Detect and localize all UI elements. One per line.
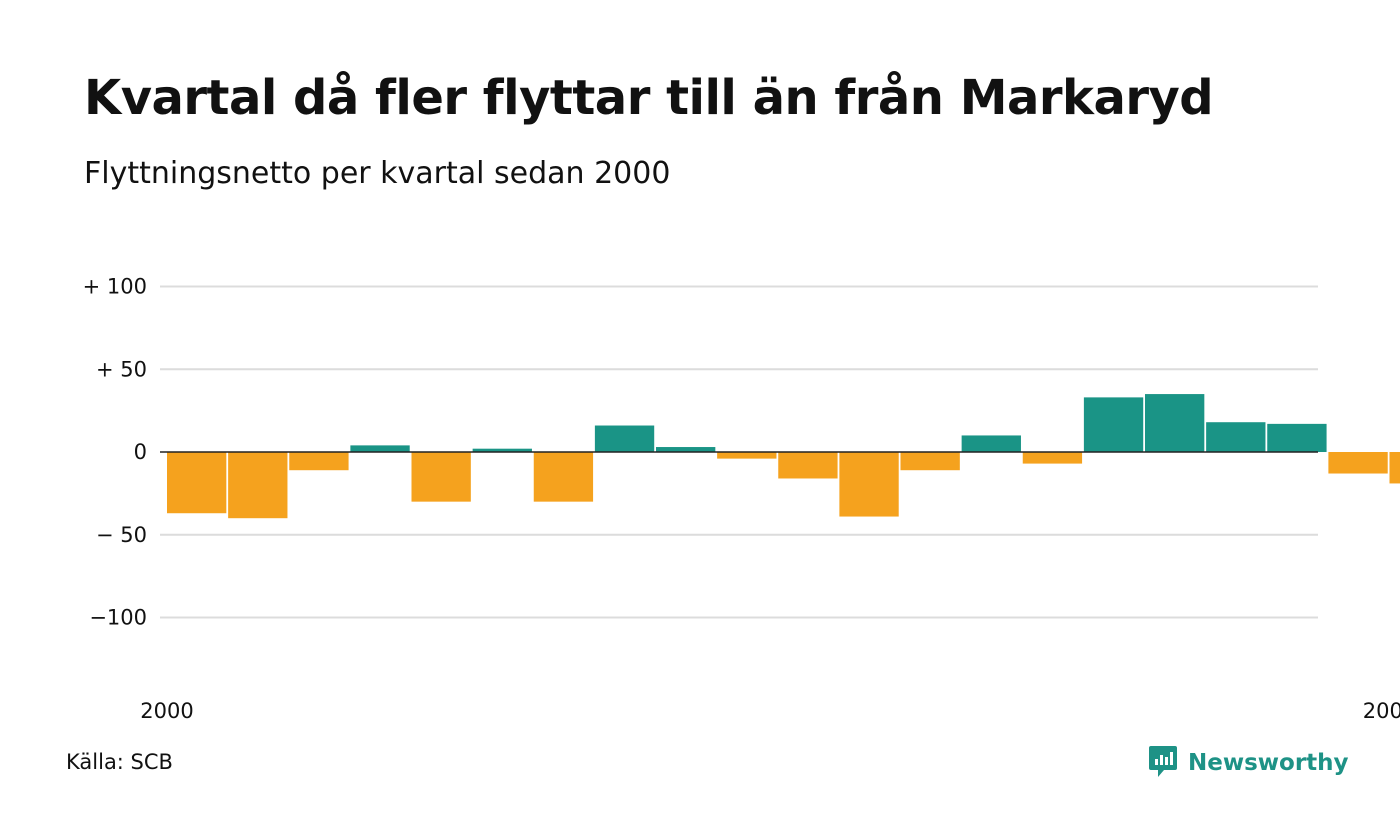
bar (411, 452, 471, 502)
bar (350, 445, 410, 452)
bar (1328, 452, 1388, 474)
source-note: Källa: SCB (66, 750, 173, 774)
bars (167, 394, 1400, 519)
bar (289, 452, 349, 471)
bar (717, 452, 777, 459)
bar (961, 435, 1021, 452)
brand-name: Newsworthy (1188, 750, 1349, 776)
bar (1083, 397, 1144, 452)
y-tick-label: + 50 (96, 357, 147, 381)
y-tick-label: − 50 (96, 523, 147, 547)
bar (228, 452, 288, 519)
bar (778, 452, 838, 479)
bar (533, 452, 594, 502)
x-tick-label: 2005 (1363, 699, 1400, 723)
bar (167, 452, 227, 514)
bar (1145, 394, 1205, 452)
bar (839, 452, 899, 517)
bar (656, 447, 716, 452)
x-tick-label: 2000 (140, 699, 193, 723)
chart-subtitle: Flyttningsnetto per kvartal sedan 2000 (84, 156, 671, 191)
x-axis-labels: 20002005201020152020 (140, 699, 1400, 723)
y-axis-labels: + 100 + 50 0 − 50 −100 (83, 275, 147, 630)
bar (1267, 423, 1327, 453)
y-tick-label: + 100 (83, 275, 147, 299)
chart-title: Kvartal då fler flyttar till än från Mar… (84, 70, 1214, 126)
bar (1022, 452, 1083, 464)
gridlines (160, 285, 1318, 619)
bar (472, 448, 532, 452)
bar (1389, 452, 1400, 484)
y-tick-label: −100 (89, 606, 147, 630)
newsworthy-logo-icon (1148, 744, 1178, 782)
bar (900, 452, 960, 471)
bar (1206, 422, 1266, 452)
y-tick-label: 0 (134, 440, 147, 464)
brand-logo[interactable]: Newsworthy (1148, 744, 1349, 782)
bar (594, 425, 655, 452)
